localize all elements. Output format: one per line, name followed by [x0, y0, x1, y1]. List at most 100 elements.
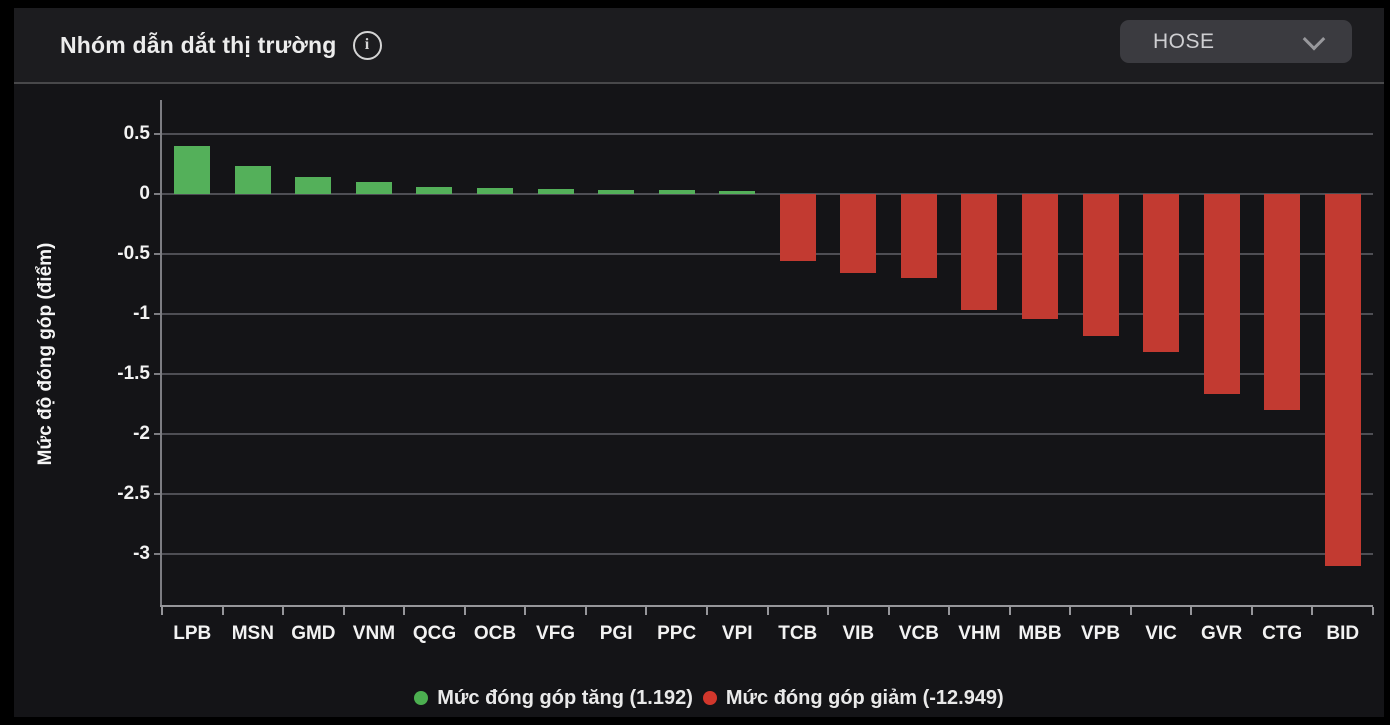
bar-VCB[interactable]: [900, 194, 937, 278]
x-category-label-BID: BID: [1326, 623, 1360, 644]
x-tick-mark: [161, 607, 163, 615]
x-category-label-TCB: TCB: [778, 623, 818, 644]
y-tick-mark: [154, 493, 162, 495]
bar-VNM[interactable]: [355, 182, 392, 194]
y-tick-mark: [154, 373, 162, 375]
gridline--2: [162, 433, 1373, 435]
x-category-label-VFG: VFG: [536, 623, 576, 644]
x-tick-mark: [403, 607, 406, 615]
x-category-label-CTG: CTG: [1262, 623, 1303, 644]
bar-PPC[interactable]: [658, 190, 695, 194]
y-tick-mark: [154, 433, 162, 435]
bar-CTG[interactable]: [1264, 194, 1301, 410]
x-category-label-VCB: VCB: [898, 623, 939, 644]
x-category-label-GMD: GMD: [291, 623, 336, 644]
panel-header: Nhóm dẫn dắt thị trường i HOSE: [14, 8, 1384, 84]
chart-legend: Mức đóng góp tăng (1.192) Mức đóng góp g…: [14, 682, 1390, 714]
y-tick-mark: [154, 193, 162, 195]
bar-VFG[interactable]: [537, 189, 574, 194]
x-category-label-OCB: OCB: [473, 623, 517, 644]
y-tick-label: -1: [133, 303, 150, 324]
x-category-label-VPI: VPI: [721, 623, 753, 644]
bar-VPI[interactable]: [719, 191, 756, 194]
bar-MBB[interactable]: [1021, 194, 1058, 319]
gridline--1: [162, 313, 1373, 315]
bar-PGI[interactable]: [598, 189, 635, 194]
x-category-label-VHM: VHM: [958, 623, 1001, 644]
exchange-dropdown-value: HOSE: [1153, 29, 1215, 53]
x-category-label-PGI: PGI: [599, 623, 633, 644]
y-tick-mark: [154, 553, 162, 555]
y-axis-line: [160, 100, 162, 607]
x-category-label-QCG: QCG: [412, 623, 457, 644]
gridline--1.5: [162, 373, 1373, 375]
x-tick-mark: [887, 607, 890, 615]
legend-dot-up-icon: [414, 691, 429, 705]
x-tick-mark: [1311, 607, 1314, 615]
gridline--3: [162, 553, 1373, 555]
legend-item-up[interactable]: Mức đóng góp tăng (1.192): [414, 687, 693, 710]
y-tick-label: -1.5: [117, 363, 150, 384]
x-tick-mark: [584, 607, 587, 615]
legend-dot-down-icon: [702, 691, 717, 705]
y-tick-label: -2.5: [117, 483, 150, 504]
y-tick-mark: [154, 313, 162, 315]
x-tick-mark: [524, 607, 527, 615]
x-category-label-VIB: VIB: [842, 623, 875, 644]
x-tick-mark: [1129, 607, 1132, 615]
legend-item-down[interactable]: Mức đóng góp giảm (-12.949): [702, 686, 1004, 710]
gridline--2.5: [162, 493, 1373, 495]
bar-QCG[interactable]: [416, 186, 453, 194]
x-category-label-VIC: VIC: [1145, 623, 1177, 644]
x-tick-mark: [645, 607, 648, 615]
bar-GVR[interactable]: [1203, 194, 1240, 395]
x-tick-mark: [1008, 607, 1011, 615]
info-icon[interactable]: i: [352, 30, 382, 60]
gridline-0.5: [162, 133, 1373, 135]
market-leaders-panel: Nhóm dẫn dắt thị trường i HOSE Mức độ đó…: [14, 8, 1384, 717]
legend-label-down: Mức đóng góp giảm (-12.949): [725, 686, 1004, 709]
x-category-label-GVR: GVR: [1201, 623, 1243, 644]
x-tick-mark: [705, 607, 708, 615]
y-tick-mark: [154, 253, 162, 255]
x-category-label-MSN: MSN: [231, 623, 274, 644]
bar-LPB[interactable]: [174, 146, 211, 194]
exchange-dropdown[interactable]: HOSE: [1120, 20, 1352, 63]
y-tick-label: -2: [133, 423, 150, 444]
y-tick-mark: [154, 133, 162, 135]
y-axis-title: Mức độ đóng góp (điểm): [35, 242, 56, 466]
bar-VIB[interactable]: [840, 194, 877, 274]
x-tick-mark: [948, 607, 951, 615]
x-tick-mark: [282, 607, 285, 615]
bar-VIC[interactable]: [1143, 194, 1180, 353]
x-tick-mark: [463, 607, 466, 615]
x-tick-mark: [827, 607, 830, 615]
x-tick-mark: [1069, 607, 1072, 615]
x-tick-mark: [342, 607, 345, 615]
bar-VHM[interactable]: [961, 194, 998, 311]
bar-OCB[interactable]: [477, 188, 514, 194]
bar-GMD[interactable]: [295, 177, 332, 194]
gridline--0.5: [162, 253, 1373, 255]
x-category-label-LPB: LPB: [173, 623, 212, 644]
bar-MSN[interactable]: [234, 166, 271, 194]
bar-BID[interactable]: [1324, 194, 1361, 566]
y-tick-label: 0.5: [123, 123, 150, 144]
page-title: Nhóm dẫn dắt thị trường: [60, 31, 337, 58]
x-category-label-PPC: PPC: [657, 623, 697, 644]
y-tick-label: 0: [139, 183, 150, 204]
y-tick-label: -3: [133, 543, 150, 564]
bar-TCB[interactable]: [779, 194, 816, 262]
bar-VPB[interactable]: [1082, 194, 1119, 336]
x-category-label-MBB: MBB: [1018, 623, 1062, 644]
y-tick-label: -0.5: [117, 243, 150, 264]
x-tick-mark: [1190, 607, 1193, 615]
legend-label-up: Mức đóng góp tăng (1.192): [437, 686, 693, 709]
gridline-0: [162, 193, 1373, 195]
x-category-label-VPB: VPB: [1080, 623, 1121, 644]
x-tick-mark: [1250, 607, 1253, 615]
x-tick-mark: [221, 607, 224, 615]
x-category-label-VNM: VNM: [352, 623, 396, 644]
x-axis-line: [160, 605, 1373, 607]
